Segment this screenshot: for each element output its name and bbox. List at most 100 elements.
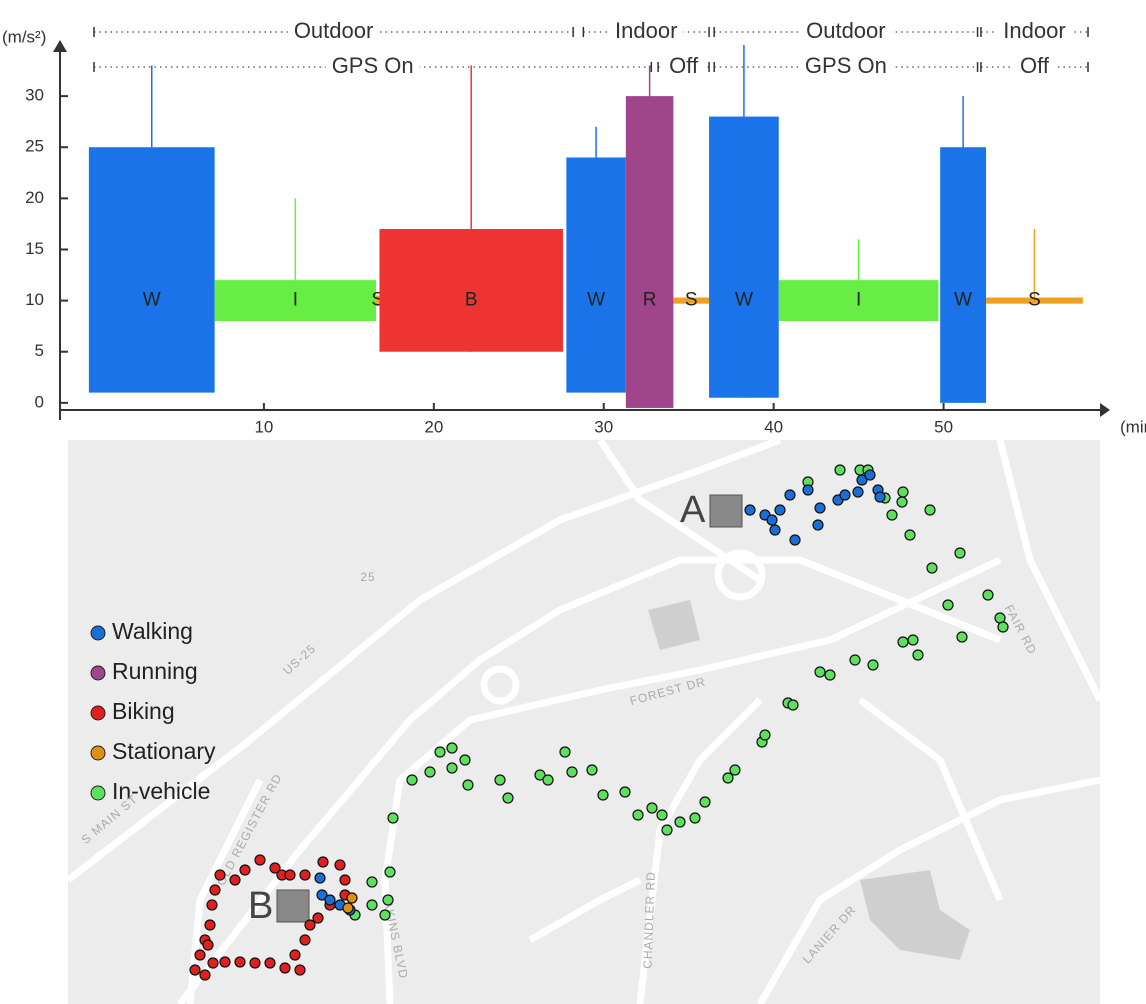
x-tick-label: 30 bbox=[594, 417, 613, 436]
band-label-bg bbox=[287, 17, 380, 43]
legend-swatch bbox=[90, 745, 106, 761]
segment-label: I bbox=[293, 290, 298, 311]
band-label-bg bbox=[325, 52, 420, 78]
gps-point bbox=[566, 766, 578, 778]
gps-point bbox=[619, 786, 631, 798]
legend-label: Stationary bbox=[112, 738, 216, 764]
gps-point bbox=[586, 764, 598, 776]
y-tick-label: 10 bbox=[25, 290, 44, 309]
y-axis-label: (m/s²) bbox=[2, 27, 46, 46]
y-tick-label: 25 bbox=[25, 137, 44, 156]
gps-point bbox=[334, 859, 346, 871]
gps-point bbox=[942, 599, 954, 611]
gps-point bbox=[856, 474, 868, 486]
gps-point bbox=[206, 899, 218, 911]
gps-point bbox=[674, 816, 686, 828]
segment-range bbox=[940, 147, 987, 403]
building bbox=[860, 870, 970, 960]
gps-point bbox=[207, 957, 219, 969]
y-tick-label: 0 bbox=[35, 392, 44, 411]
gps-point bbox=[904, 529, 916, 541]
x-tick-label: 50 bbox=[934, 417, 953, 436]
segment-label: W bbox=[954, 290, 972, 311]
gps-point bbox=[926, 562, 938, 574]
gps-point bbox=[462, 779, 474, 791]
gps-point bbox=[802, 484, 814, 496]
y-tick-label: 5 bbox=[35, 341, 44, 360]
gps-point bbox=[769, 524, 781, 536]
gps-point bbox=[722, 772, 734, 784]
gps-point bbox=[954, 547, 966, 559]
band-label: Outdoor bbox=[294, 18, 374, 43]
gps-point bbox=[982, 589, 994, 601]
gps-point bbox=[299, 869, 311, 881]
legend-swatch bbox=[90, 665, 106, 681]
gps-point bbox=[294, 964, 306, 976]
gps-point bbox=[324, 894, 336, 906]
gps-point bbox=[907, 634, 919, 646]
gps-point bbox=[199, 969, 211, 981]
gps-point bbox=[789, 534, 801, 546]
gps-point bbox=[316, 889, 328, 901]
gps-point bbox=[459, 754, 471, 766]
location-marker bbox=[276, 889, 310, 923]
gps-point bbox=[234, 956, 246, 968]
y-axis-arrow bbox=[53, 40, 67, 52]
gps-point bbox=[204, 919, 216, 931]
gps-point bbox=[774, 504, 786, 516]
gps-point bbox=[632, 809, 644, 821]
segment-label: R bbox=[643, 290, 657, 311]
segment-label: W bbox=[587, 290, 605, 311]
legend-label: Walking bbox=[112, 618, 193, 644]
gps-point bbox=[387, 812, 399, 824]
segment-range bbox=[673, 297, 710, 304]
gps-point bbox=[839, 489, 851, 501]
x-tick-label: 10 bbox=[254, 417, 273, 436]
gps-point bbox=[189, 964, 201, 976]
gps-point bbox=[366, 876, 378, 888]
band-label-bg bbox=[663, 52, 705, 78]
street-network bbox=[65, 436, 1104, 1004]
gps-point bbox=[689, 812, 701, 824]
gps-point bbox=[924, 504, 936, 516]
gps-point bbox=[342, 902, 354, 914]
gps-point bbox=[239, 864, 251, 876]
band-label: Indoor bbox=[1003, 18, 1065, 43]
gps-point bbox=[382, 894, 394, 906]
gps-point bbox=[646, 802, 658, 814]
gps-point bbox=[229, 874, 241, 886]
gps-point bbox=[897, 636, 909, 648]
segment-range bbox=[709, 116, 779, 398]
building bbox=[648, 600, 700, 650]
band-label: GPS On bbox=[332, 53, 414, 78]
gps-point bbox=[534, 769, 546, 781]
segment-range bbox=[566, 157, 626, 393]
band-label: Indoor bbox=[615, 18, 677, 43]
gps-point bbox=[597, 789, 609, 801]
gps-point bbox=[446, 742, 458, 754]
gps-point bbox=[812, 519, 824, 531]
band-label-bg bbox=[800, 17, 892, 43]
gps-point bbox=[661, 824, 673, 836]
gps-point bbox=[312, 912, 324, 924]
gps-point bbox=[784, 489, 796, 501]
x-axis-label: (min) bbox=[1120, 417, 1146, 436]
y-tick-label: 30 bbox=[25, 86, 44, 105]
x-axis-arrow bbox=[1100, 403, 1110, 417]
band-label-bg bbox=[997, 17, 1072, 43]
gps-point bbox=[202, 939, 214, 951]
legend-label: Biking bbox=[112, 698, 175, 724]
band-label: Off bbox=[669, 53, 699, 78]
y-tick-label: 20 bbox=[25, 188, 44, 207]
marker-label: B bbox=[248, 885, 273, 927]
gps-point bbox=[434, 746, 446, 758]
gps-point bbox=[269, 862, 281, 874]
band-label-bg bbox=[798, 52, 893, 78]
gps-point bbox=[502, 792, 514, 804]
legend-swatch bbox=[90, 625, 106, 641]
gps-point bbox=[559, 746, 571, 758]
gps-point bbox=[214, 869, 226, 881]
gps-point bbox=[279, 962, 291, 974]
gps-point bbox=[824, 669, 836, 681]
